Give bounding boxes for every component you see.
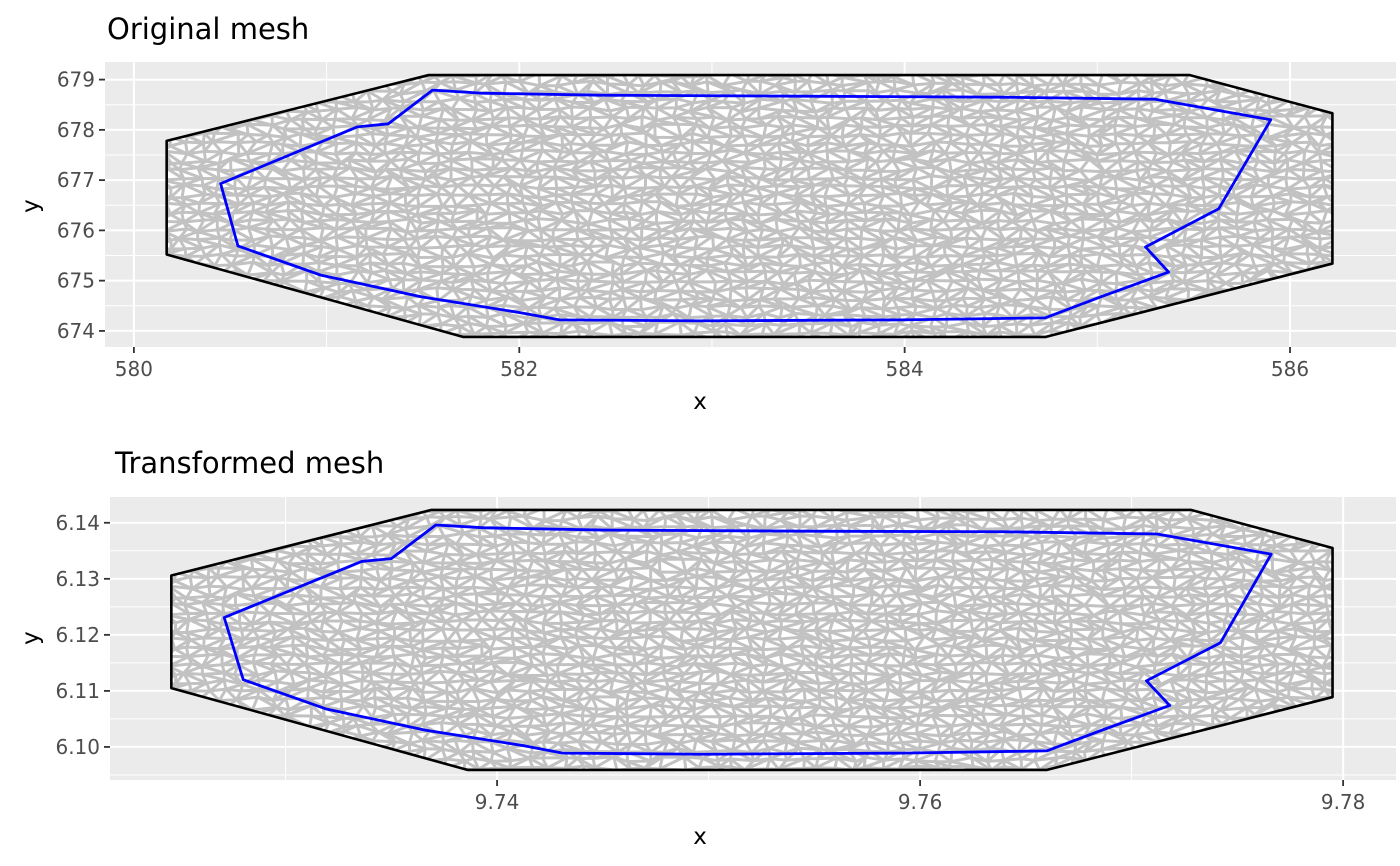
x-tick-label: 9.78 (1321, 790, 1366, 814)
y-tick-label: 676 (57, 218, 95, 242)
chart1-title: Original mesh (107, 12, 310, 46)
x-tick-label: 584 (886, 357, 924, 381)
x-tick-label: 582 (500, 357, 538, 381)
chart2-y-axis-title: y (18, 631, 44, 645)
chart1-y-axis-title: y (18, 199, 44, 213)
inner-boundary (222, 523, 1273, 756)
outer-boundary (165, 73, 1334, 339)
chart-2: 9.74 9.76 9.78 6.10 6.11 6.12 6.13 6.14 (55, 497, 1396, 814)
x-tick-label: 586 (1271, 357, 1309, 381)
y-tick-label: 6.12 (55, 623, 100, 647)
chart-1: 580 582 584 586 674 675 676 677 678 679 (57, 62, 1396, 381)
triangulated-mesh (171, 509, 1333, 770)
axes: 9.74 9.76 9.78 6.10 6.11 6.12 6.13 6.14 (55, 511, 1365, 814)
y-tick-label: 677 (57, 168, 95, 192)
y-tick-label: 675 (57, 269, 95, 293)
y-tick-label: 6.13 (55, 567, 100, 591)
y-tick-label: 6.14 (55, 511, 100, 535)
chart1-x-axis-title: x (693, 389, 707, 415)
y-tick-label: 678 (57, 118, 95, 142)
axes: 580 582 584 586 674 675 676 677 678 679 (57, 68, 1309, 381)
chart2-x-axis-title: x (693, 824, 707, 850)
chart2-title: Transformed mesh (115, 446, 385, 480)
outer-boundary (170, 508, 1334, 772)
x-tick-label: 9.74 (475, 790, 520, 814)
y-tick-label: 674 (57, 319, 95, 343)
inner-boundary (219, 88, 1273, 323)
y-tick-label: 6.11 (55, 679, 100, 703)
y-tick-label: 679 (57, 68, 95, 92)
x-tick-label: 580 (115, 357, 153, 381)
x-tick-label: 9.76 (898, 790, 943, 814)
y-tick-label: 6.10 (55, 735, 100, 759)
